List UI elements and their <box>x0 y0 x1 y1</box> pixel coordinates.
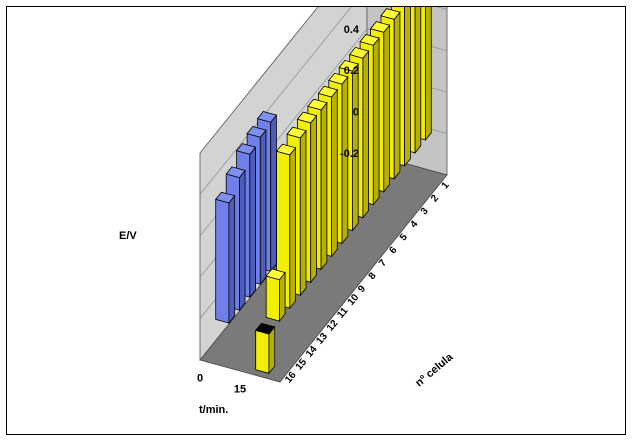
bar-top-face <box>265 268 286 281</box>
x-tick-label: 15 <box>234 384 246 396</box>
bar-side-face <box>331 88 338 258</box>
y-tick-label: 0.2 <box>344 65 359 77</box>
bar-top-face <box>359 34 380 46</box>
cell-tick-label: 8 <box>367 270 379 282</box>
cell-tick-label: 9 <box>356 283 368 295</box>
cell-tick-label: 4 <box>408 219 420 231</box>
bar-side-face <box>372 36 380 206</box>
x-axis-title: t/min. <box>199 404 228 416</box>
bar-top-face <box>338 59 359 72</box>
cell-tick-label: 2 <box>429 193 441 205</box>
bar-side-face <box>393 11 401 180</box>
y-axis-title: E/V <box>119 230 137 242</box>
bar-side-face <box>228 194 236 325</box>
bar-side-face <box>259 128 267 286</box>
bar <box>265 268 286 323</box>
bar-side-face <box>289 146 297 310</box>
bar-side-face <box>404 7 411 167</box>
bar-side-face <box>320 101 328 271</box>
bar-top-face <box>349 46 370 59</box>
bar-front-face <box>265 275 280 322</box>
bar-side-face <box>383 24 390 193</box>
bar-top-face <box>215 191 236 204</box>
bar-top-face <box>225 166 246 179</box>
chart-frame: -0.200.20.40.60.801516151413121110987654… <box>6 6 626 435</box>
cell-tick-label: 7 <box>377 257 389 269</box>
bar <box>215 191 236 325</box>
bar-top-face <box>235 143 257 155</box>
bar-side-face <box>299 129 307 297</box>
bar-side-face <box>425 7 432 142</box>
bar-top-face <box>246 126 267 138</box>
bars <box>215 7 432 375</box>
bar-top-face <box>307 98 328 111</box>
bar-side-face <box>238 169 246 312</box>
bar-front-face <box>215 198 230 324</box>
bar-top-face <box>255 322 276 335</box>
y-tick-label: 0.4 <box>344 24 360 36</box>
bar-side-face <box>341 75 349 245</box>
bar-top-face <box>296 111 318 124</box>
bar-top-face <box>286 126 307 139</box>
bar-top-face <box>369 21 391 33</box>
z-axis-title: nº celula <box>413 351 456 390</box>
bar-side-face <box>249 146 257 299</box>
bar-side-face <box>362 49 370 219</box>
bar <box>255 322 276 375</box>
bar-side-face <box>268 325 276 375</box>
cell-tick-label: 1 <box>440 180 452 192</box>
bar-top-face <box>328 72 349 85</box>
bar-side-face <box>414 7 422 155</box>
bar-top-face <box>275 143 297 156</box>
chart-3d-bar: -0.200.20.40.60.801516151413121110987654… <box>119 7 456 416</box>
cell-tick-label: 3 <box>419 206 431 218</box>
cell-tick-label: 5 <box>398 231 410 243</box>
bar-top-face <box>380 8 401 20</box>
bar-top-face <box>317 85 338 98</box>
bar-side-face <box>270 113 277 273</box>
bar-top-face <box>256 111 278 123</box>
bar-front-face <box>255 329 270 374</box>
y-tick-label: -0.2 <box>340 148 359 160</box>
gridline <box>199 7 448 195</box>
x-tick-label: 0 <box>197 373 203 385</box>
bar-side-face <box>310 114 317 284</box>
y-tick-label: 0 <box>353 107 359 119</box>
cell-tick-label: 6 <box>387 244 399 256</box>
bar-side-face <box>278 271 286 323</box>
